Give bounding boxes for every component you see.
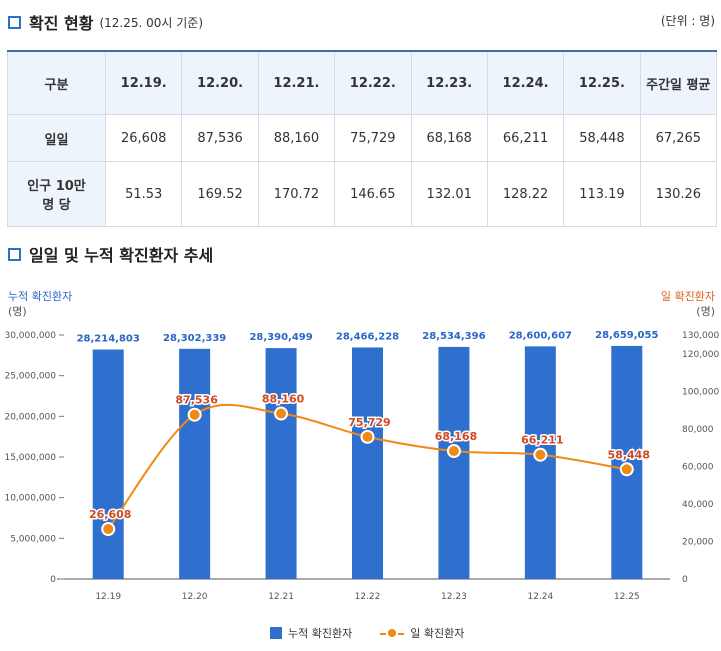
bar-data-label: 28,534,396 bbox=[422, 331, 485, 342]
right-tick-label: 0 bbox=[682, 575, 688, 585]
line-data-label: 75,729 bbox=[348, 416, 390, 429]
status-section-header: 확진 현황 (12.25. 00시 기준) bbox=[8, 10, 203, 34]
left-tick-label: 15,000,000 bbox=[4, 453, 56, 463]
legend-bar-swatch bbox=[270, 627, 282, 639]
col-header: 주간일 평균 bbox=[639, 50, 718, 115]
square-bullet-icon bbox=[8, 247, 21, 261]
status-table: 구분 12.19. 12.20. 12.21. 12.22. 12.23. 12… bbox=[7, 50, 718, 227]
bar-data-label: 28,214,803 bbox=[77, 334, 140, 345]
row-label: 인구 10만 명 당 bbox=[7, 161, 106, 227]
col-header: 12.21. bbox=[257, 50, 336, 115]
bar bbox=[265, 348, 297, 579]
table-cell: 113.19 bbox=[563, 161, 641, 227]
x-tick-label: 12.19 bbox=[95, 592, 121, 602]
right-tick-label: 100,000 bbox=[682, 387, 719, 397]
page-title: 확진 현황 bbox=[29, 14, 94, 33]
table-row: 인구 10만 명 당 51.53 169.52 170.72 146.65 13… bbox=[7, 161, 718, 227]
table-cell: 130.26 bbox=[639, 161, 718, 227]
line-data-label: 26,608 bbox=[89, 508, 131, 521]
table-cell: 87,536 bbox=[181, 114, 259, 162]
left-tick-label: 5,000,000 bbox=[10, 534, 56, 544]
bar bbox=[179, 348, 211, 579]
bar-data-label: 28,600,607 bbox=[509, 330, 572, 341]
col-header: 12.25. bbox=[563, 50, 641, 115]
line-point bbox=[101, 522, 116, 537]
right-axis-title: 일 확진환자 bbox=[660, 290, 715, 303]
table-header-row: 구분 12.19. 12.20. 12.21. 12.22. 12.23. 12… bbox=[7, 50, 718, 115]
line-data-label: 58,448 bbox=[608, 448, 650, 461]
table-cell: 75,729 bbox=[334, 114, 412, 162]
left-axis-unit: (명) bbox=[8, 305, 27, 318]
right-tick-label: 40,000 bbox=[682, 500, 714, 510]
table-cell: 68,168 bbox=[410, 114, 488, 162]
bar bbox=[92, 349, 124, 579]
x-tick-label: 12.21 bbox=[268, 592, 294, 602]
bar-data-label: 28,302,339 bbox=[163, 333, 226, 344]
chart-legend: 누적 확진환자 일 확진환자 bbox=[270, 625, 464, 641]
table-cell: 169.52 bbox=[181, 161, 259, 227]
left-tick-label: 0 bbox=[50, 575, 56, 585]
line-point bbox=[274, 406, 289, 421]
line-point bbox=[446, 444, 461, 459]
trend-section-header: 일일 및 누적 확진환자 추세 bbox=[8, 242, 213, 266]
line-point bbox=[533, 447, 548, 462]
line-data-label: 88,160 bbox=[262, 393, 305, 406]
col-header: 12.19. bbox=[104, 50, 183, 115]
base-date: (12.25. 00시 기준) bbox=[99, 15, 204, 30]
table-cell: 170.72 bbox=[257, 161, 336, 227]
x-tick-label: 12.23 bbox=[441, 592, 467, 602]
legend-line-swatch bbox=[380, 627, 405, 639]
bar bbox=[352, 347, 383, 579]
line-data-label: 87,536 bbox=[175, 394, 218, 407]
line-point bbox=[187, 407, 202, 422]
left-axis-title: 누적 확진환자 bbox=[8, 290, 73, 303]
table-cell: 67,265 bbox=[639, 114, 718, 162]
col-header: 12.24. bbox=[486, 50, 565, 115]
right-axis-unit: (명) bbox=[696, 305, 715, 318]
col-header: 12.22. bbox=[334, 50, 412, 115]
left-tick-label: 20,000,000 bbox=[4, 412, 56, 422]
table-cell: 66,211 bbox=[486, 114, 565, 162]
col-header: 12.20. bbox=[181, 50, 259, 115]
right-tick-label: 20,000 bbox=[682, 537, 714, 547]
table-cell: 146.65 bbox=[334, 161, 412, 227]
col-header: 12.23. bbox=[410, 50, 488, 115]
col-header: 구분 bbox=[7, 50, 106, 115]
line-data-label: 66,211 bbox=[521, 434, 563, 447]
x-tick-label: 12.22 bbox=[355, 592, 381, 602]
table-cell: 26,608 bbox=[104, 114, 183, 162]
x-tick-label: 12.24 bbox=[527, 592, 553, 602]
table-cell: 51.53 bbox=[104, 161, 183, 227]
unit-label: (단위 : 명) bbox=[660, 14, 715, 28]
legend-bar-label: 누적 확진환자 bbox=[288, 627, 353, 640]
right-tick-label: 60,000 bbox=[682, 462, 714, 472]
x-tick-label: 12.20 bbox=[182, 592, 208, 602]
row-label: 일일 bbox=[7, 114, 106, 162]
left-tick-label: 10,000,000 bbox=[4, 494, 56, 504]
line-point bbox=[360, 429, 375, 444]
right-tick-label: 130,000 bbox=[682, 331, 719, 341]
table-cell: 88,160 bbox=[257, 114, 336, 162]
bar-data-label: 28,466,228 bbox=[336, 331, 399, 342]
table-cell: 58,448 bbox=[563, 114, 641, 162]
line-data-label: 68,168 bbox=[435, 430, 477, 443]
bar bbox=[524, 346, 556, 579]
square-bullet-icon bbox=[8, 15, 21, 29]
left-tick-label: 30,000,000 bbox=[4, 331, 56, 341]
legend-line-label: 일 확진환자 bbox=[410, 627, 465, 640]
bar-data-label: 28,659,055 bbox=[595, 330, 658, 341]
table-cell: 128.22 bbox=[486, 161, 565, 227]
bar bbox=[438, 346, 470, 579]
combo-chart: 0 5,000,000 10,000,000 15,000,000 20,000,000… bbox=[4, 330, 719, 602]
x-tick-label: 12.25 bbox=[614, 592, 640, 602]
chart-title: 일일 및 누적 확진환자 추세 bbox=[29, 246, 214, 265]
table-cell: 132.01 bbox=[410, 161, 488, 227]
line-point bbox=[619, 462, 634, 477]
left-tick-label: 25,000,000 bbox=[4, 372, 56, 382]
table-row: 일일 26,608 87,536 88,160 75,729 68,168 66… bbox=[7, 114, 718, 162]
bar-data-label: 28,390,499 bbox=[249, 332, 312, 343]
right-tick-label: 120,000 bbox=[682, 350, 719, 360]
right-tick-label: 80,000 bbox=[682, 425, 714, 435]
